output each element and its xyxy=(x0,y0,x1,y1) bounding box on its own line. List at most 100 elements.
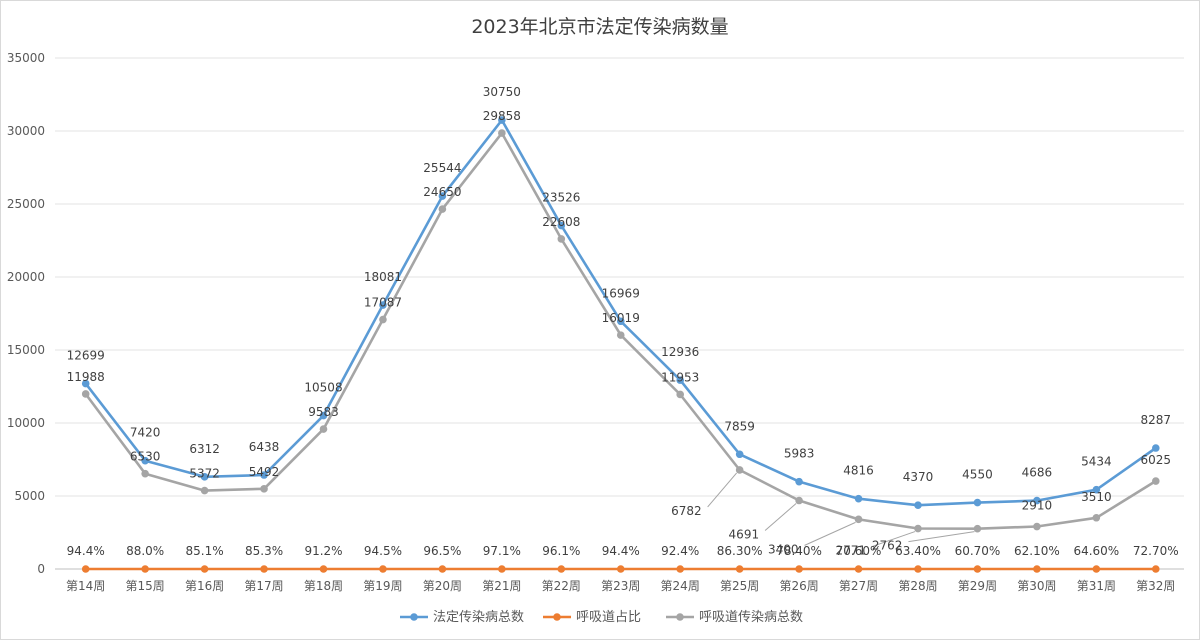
chart-title: 2023年北京市法定传染病数量 xyxy=(471,16,729,38)
data-label-total: 23526 xyxy=(542,191,580,205)
respiratory-total-series-point xyxy=(914,524,922,533)
data-label-ratio: 86.30% xyxy=(717,544,763,558)
legend-item: 法定传染病总数 xyxy=(400,610,524,625)
respiratory-total-series-point xyxy=(1152,477,1160,485)
data-label-respiratory: 11988 xyxy=(67,370,105,384)
notifiable-total-series-point xyxy=(1033,496,1041,505)
respiratory-total-series-point xyxy=(854,515,863,524)
notifiable-total-series-point xyxy=(438,192,447,200)
x-tick-label: 第17周 xyxy=(244,579,283,593)
data-label-total: 5434 xyxy=(1081,455,1112,469)
notifiable-total-series-point xyxy=(1092,485,1101,494)
notifiable-total-series-point xyxy=(735,450,744,459)
notifiable-total-series-point xyxy=(141,456,149,465)
data-label-total: 18081 xyxy=(364,270,402,284)
data-label-ratio: 64.60% xyxy=(1073,544,1119,558)
data-label-total: 7420 xyxy=(130,426,161,440)
data-label-ratio: 85.3% xyxy=(245,544,283,558)
data-label-respiratory: 16019 xyxy=(602,311,640,325)
notifiable-total-series-point xyxy=(557,221,566,230)
respiratory-total-series-point xyxy=(200,486,209,495)
respiratory-ratio-series-point xyxy=(379,565,387,573)
data-label-leader xyxy=(871,531,916,548)
data-label-respiratory: 5372 xyxy=(189,467,220,481)
data-label-ratio: 88.0% xyxy=(126,544,164,558)
notifiable-total-series-point xyxy=(498,116,506,124)
data-label-total: 12699 xyxy=(67,349,105,363)
data-label-total: 16969 xyxy=(602,286,640,300)
respiratory-ratio-series-point xyxy=(200,565,209,573)
data-label-respiratory: 3510 xyxy=(1081,490,1112,504)
data-label-respiratory: 17087 xyxy=(364,296,402,310)
notifiable-total-series-point xyxy=(676,376,684,384)
y-tick-label: 10000 xyxy=(7,416,45,430)
legend-item: 呼吸道传染病总数 xyxy=(666,610,803,625)
x-tick-label: 第32周 xyxy=(1136,579,1175,593)
data-label-total: 30750 xyxy=(483,85,521,99)
y-tick-label: 5000 xyxy=(14,489,45,503)
data-label-ratio: 94.4% xyxy=(602,544,640,558)
data-label-respiratory: 24650 xyxy=(423,185,461,199)
x-tick-label: 第23周 xyxy=(601,579,640,593)
data-label-ratio: 94.4% xyxy=(67,544,105,558)
notifiable-total-series-point xyxy=(914,501,922,509)
respiratory-ratio-series-point xyxy=(676,565,684,573)
respiratory-total-series-point xyxy=(795,496,803,505)
x-tick-label: 第27周 xyxy=(839,579,878,593)
data-label-total: 8287 xyxy=(1141,413,1172,427)
data-label-respiratory: 2910 xyxy=(1022,499,1053,513)
legend-label: 呼吸道占比 xyxy=(576,610,641,625)
respiratory-total-series-point xyxy=(319,425,328,433)
respiratory-ratio-series-point xyxy=(914,565,922,573)
x-tick-label: 第25周 xyxy=(720,579,759,593)
notifiable-total-series-point xyxy=(795,477,803,486)
notifiable-total-series-point xyxy=(616,317,625,326)
respiratory-ratio-series-point xyxy=(795,565,803,573)
respiratory-ratio-series-point xyxy=(854,565,863,573)
respiratory-total-series-point xyxy=(735,466,744,474)
data-label-total: 4370 xyxy=(903,470,934,484)
respiratory-total-series-point xyxy=(1033,522,1041,531)
data-label-leader xyxy=(707,472,738,508)
respiratory-ratio-series-point xyxy=(141,565,149,573)
data-label-respiratory: 29858 xyxy=(483,109,521,123)
legend-swatch-marker xyxy=(676,613,684,621)
respiratory-ratio-series-point xyxy=(498,565,506,573)
respiratory-ratio-series-point xyxy=(616,565,625,573)
respiratory-ratio-series-point xyxy=(438,565,447,573)
respiratory-total-series-line xyxy=(84,131,1157,531)
respiratory-total-series-point xyxy=(557,235,566,243)
respiratory-ratio-series-point xyxy=(319,565,328,573)
data-label-ratio: 70.60% xyxy=(836,544,882,558)
data-label-ratio: 91.2% xyxy=(304,544,342,558)
x-tick-label: 第26周 xyxy=(779,579,818,593)
respiratory-ratio-series-point xyxy=(735,565,744,573)
x-tick-label: 第31周 xyxy=(1077,579,1116,593)
y-tick-label: 30000 xyxy=(7,124,45,138)
x-tick-label: 第30周 xyxy=(1017,579,1056,593)
respiratory-total-series-point xyxy=(498,129,506,137)
data-label-leader xyxy=(908,531,975,543)
x-tick-label: 第18周 xyxy=(304,579,343,593)
x-tick-label: 第15周 xyxy=(126,579,165,593)
y-tick-label: 25000 xyxy=(7,197,45,211)
data-label-total: 7859 xyxy=(724,419,755,433)
data-label-ratio: 85.1% xyxy=(186,544,224,558)
data-label-leader xyxy=(764,503,797,531)
data-label-ratio: 96.1% xyxy=(542,544,580,558)
notifiable-total-series-point xyxy=(81,379,90,388)
x-tick-label: 第22周 xyxy=(542,579,581,593)
x-tick-label: 第28周 xyxy=(898,579,937,593)
legend-swatch-marker xyxy=(410,613,418,621)
respiratory-total-series-point xyxy=(438,205,447,213)
x-tick-label: 第24周 xyxy=(661,579,700,593)
respiratory-total-series-point xyxy=(973,524,982,533)
respiratory-total-series-point xyxy=(379,315,387,324)
respiratory-total-series-point xyxy=(1092,513,1101,522)
data-label-ratio: 63.40% xyxy=(895,544,941,558)
legend-label: 呼吸道传染病总数 xyxy=(699,610,803,625)
data-label-respiratory: 9583 xyxy=(308,405,339,419)
respiratory-ratio-series-point xyxy=(1152,565,1160,573)
legend-swatch-marker xyxy=(553,613,561,621)
legend-item: 呼吸道占比 xyxy=(543,610,641,625)
